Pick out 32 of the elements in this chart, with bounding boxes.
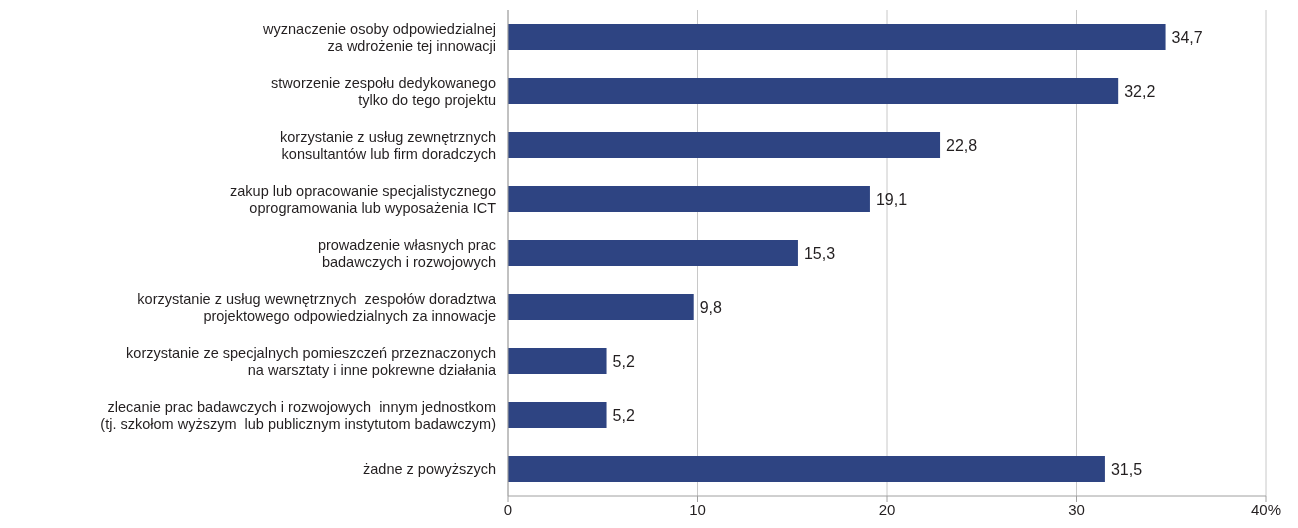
data-label: 19,1	[875, 190, 908, 208]
x-tick-label: 10	[689, 500, 706, 518]
bar	[508, 240, 798, 267]
bar	[508, 24, 1166, 51]
y-tick-label: wyznaczenie osoby odpowiedzialnej za wdrożenie tej innowacji	[262, 20, 496, 54]
bar	[508, 402, 607, 429]
y-tick-label: zlecanie prac badawczych i rozwojowych innym jednostkom (tj. szkołom wyższym lub publicznym instytutom badawczym)	[100, 398, 496, 432]
x-tick-label: 20	[878, 500, 896, 518]
data-label: 5,2	[612, 406, 635, 424]
data-label: 5,2	[612, 352, 635, 370]
data-label: 9,8	[699, 298, 723, 316]
bar	[508, 186, 870, 213]
data-label: 34,7	[1171, 28, 1203, 46]
y-tick-label: korzystanie z usług wewnętrznych zespołów doradztwa projektowego odpowiedzialnych za innowacje	[137, 290, 497, 324]
x-tick-label: 30	[1068, 500, 1085, 518]
data-label: 32,2	[1124, 82, 1156, 100]
x-tick-label: 40%	[1250, 500, 1282, 518]
y-tick-label: prowadzenie własnych prac badawczych i rozwojowych	[317, 236, 496, 270]
y-tick-label: korzystanie ze specjalnych pomieszczeń przeznaczonych na warsztaty i inne pokrewne działania	[126, 344, 497, 378]
x-tick-label: 0	[503, 500, 513, 518]
y-tick-label: korzystanie z usług zewnętrznych konsultantów lub firm doradczych	[280, 128, 496, 162]
y-tick-label: zakup lub opracowanie specjalistycznego oprogramowania lub wyposażenia ICT	[230, 182, 497, 216]
bar	[508, 456, 1105, 483]
bar	[508, 78, 1119, 105]
data-label: 15,3	[803, 244, 836, 262]
y-tick-label: żadne z powyższych	[363, 461, 496, 477]
data-label: 22,8	[946, 136, 978, 154]
bar	[508, 348, 607, 375]
bar	[508, 132, 941, 159]
y-tick-label: stworzenie zespołu dedykowanego tylko do tego projektu	[271, 74, 496, 108]
bar	[508, 294, 694, 321]
data-label: 31,5	[1110, 460, 1143, 478]
